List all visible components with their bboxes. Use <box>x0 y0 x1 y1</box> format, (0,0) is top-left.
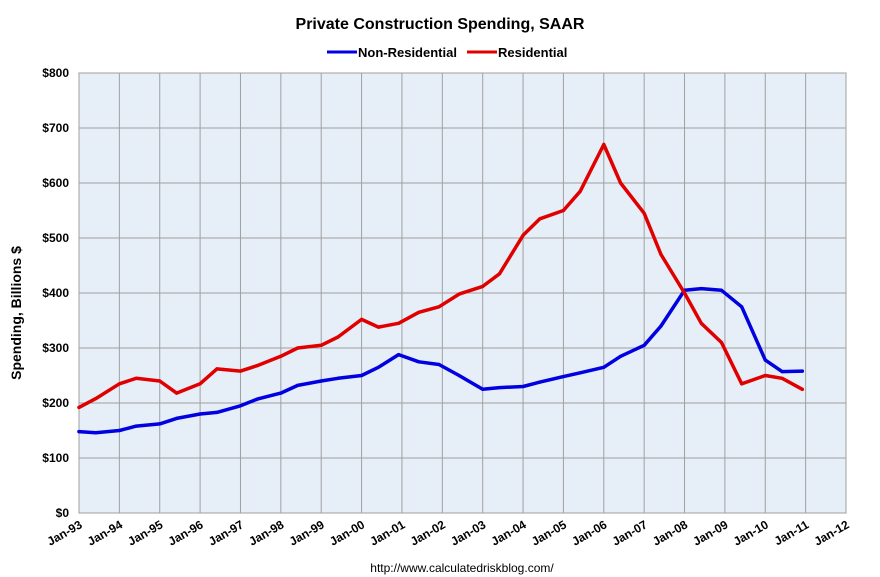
data-point-residential <box>134 376 138 380</box>
data-point-residential <box>215 367 219 371</box>
data-point-residential <box>659 252 663 257</box>
data-point-residential <box>481 284 485 288</box>
data-point-non-residential <box>481 387 485 391</box>
data-point-residential <box>642 211 646 215</box>
data-point-non-residential <box>336 376 340 380</box>
data-point-non-residential <box>117 428 121 433</box>
data-point-residential <box>94 397 98 401</box>
data-point-residential <box>619 181 623 185</box>
data-point-residential <box>561 208 566 213</box>
legend: Non-Residential Residential <box>327 45 567 60</box>
data-point-residential <box>198 382 202 386</box>
data-point-residential <box>238 369 243 373</box>
y-tick-label: $0 <box>56 506 70 520</box>
data-point-non-residential <box>255 397 259 401</box>
data-point-non-residential <box>279 391 283 395</box>
data-point-non-residential <box>376 365 380 369</box>
data-point-non-residential <box>659 324 663 328</box>
data-point-non-residential <box>215 410 219 414</box>
data-point-residential <box>397 321 401 325</box>
data-point-residential <box>117 382 121 386</box>
series-layer <box>77 142 805 435</box>
data-point-residential <box>417 310 421 314</box>
y-tick-label: $800 <box>42 66 69 80</box>
data-point-non-residential <box>134 424 138 428</box>
data-point-non-residential <box>763 358 767 362</box>
y-tick-label: $300 <box>42 341 69 355</box>
y-tick-label: $200 <box>42 396 69 410</box>
y-tick-label: $400 <box>42 286 69 300</box>
data-point-residential <box>800 387 804 391</box>
data-point-non-residential <box>238 404 243 408</box>
y-tick-label: $100 <box>42 451 69 465</box>
data-point-residential <box>158 379 162 383</box>
data-point-residential <box>437 305 441 309</box>
data-point-residential <box>360 317 364 321</box>
data-point-residential <box>602 142 606 147</box>
y-tick-label: $600 <box>42 176 69 190</box>
data-point-residential <box>279 354 283 358</box>
data-point-residential <box>319 343 323 347</box>
data-point-non-residential <box>578 371 582 375</box>
data-point-residential <box>699 321 703 325</box>
data-point-residential <box>719 340 724 345</box>
data-point-residential <box>497 272 502 276</box>
legend-label-non-residential: Non-Residential <box>358 45 457 60</box>
grid-horizontal <box>79 72 846 514</box>
data-point-non-residential <box>740 305 744 309</box>
data-point-non-residential <box>521 384 525 389</box>
data-point-residential <box>578 189 582 193</box>
data-point-non-residential <box>780 370 784 374</box>
data-point-non-residential <box>437 362 441 367</box>
data-point-residential <box>376 325 380 329</box>
data-point-residential <box>255 364 259 368</box>
data-point-non-residential <box>94 431 98 435</box>
chart-title: Private Construction Spending, SAAR <box>296 16 585 33</box>
y-axis-label: Spending, Billions $ <box>8 246 24 380</box>
data-point-residential <box>175 391 179 395</box>
y-axis-ticks: $0 $100 $200 $300 $400 $500 $600 $700 $800 <box>42 66 69 520</box>
data-point-non-residential <box>800 369 804 373</box>
data-point-residential <box>521 233 525 237</box>
data-point-residential <box>682 291 687 295</box>
data-point-non-residential <box>417 360 421 364</box>
y-tick-label: $500 <box>42 231 69 245</box>
data-point-non-residential <box>397 353 401 357</box>
data-point-residential <box>77 405 81 409</box>
data-point-non-residential <box>619 354 623 358</box>
data-point-non-residential <box>699 287 703 291</box>
data-point-non-residential <box>158 422 162 426</box>
data-point-non-residential <box>77 430 81 434</box>
data-point-non-residential <box>602 365 606 369</box>
data-point-residential <box>457 292 461 296</box>
data-point-non-residential <box>319 379 323 383</box>
data-point-residential <box>296 346 300 350</box>
source-url: http://www.calculatedriskblog.com/ <box>370 561 554 575</box>
legend-label-residential: Residential <box>498 45 567 60</box>
data-point-residential <box>740 382 744 386</box>
data-point-non-residential <box>719 288 724 292</box>
y-tick-label: $700 <box>42 121 69 135</box>
data-point-residential <box>336 335 340 339</box>
data-point-non-residential <box>642 343 646 347</box>
data-point-non-residential <box>457 373 461 378</box>
data-point-non-residential <box>175 416 179 420</box>
data-point-non-residential <box>360 373 364 378</box>
data-point-residential <box>780 376 784 380</box>
data-point-non-residential <box>296 383 300 387</box>
data-point-non-residential <box>538 380 542 384</box>
data-point-non-residential <box>497 386 502 390</box>
data-point-residential <box>763 373 767 378</box>
data-point-residential <box>538 217 542 221</box>
data-point-non-residential <box>198 412 202 416</box>
data-point-non-residential <box>561 375 566 379</box>
